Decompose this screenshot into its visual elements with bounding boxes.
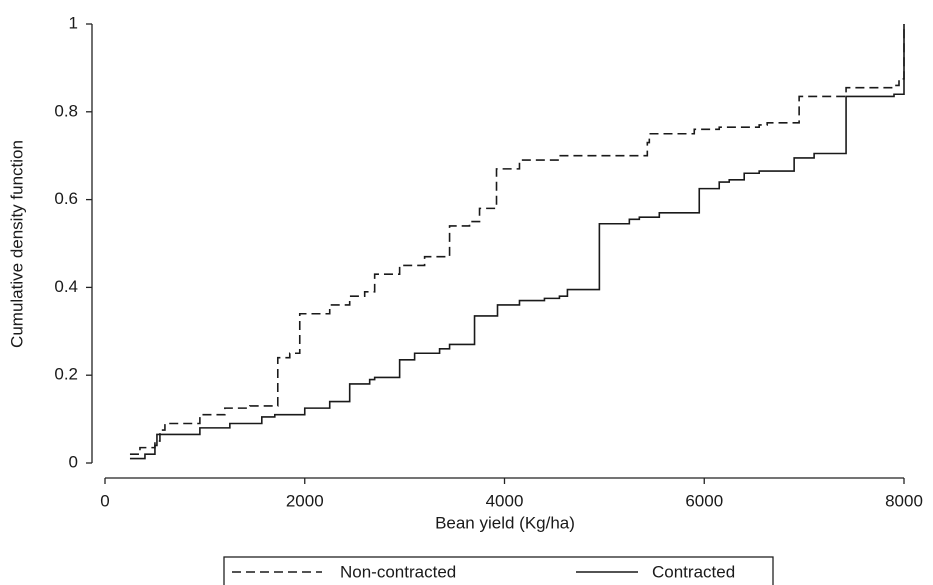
y-tick-label: 0.6 — [54, 189, 78, 208]
legend-label: Contracted — [652, 562, 735, 581]
y-tick-label: 0.4 — [54, 277, 78, 296]
x-tick-label: 6000 — [685, 491, 723, 510]
y-tick-label: 0 — [69, 452, 78, 471]
x-tick-label: 2000 — [286, 491, 324, 510]
x-tick-label: 0 — [100, 491, 109, 510]
legend-label: Non-contracted — [340, 562, 456, 581]
y-tick-label: 1 — [69, 13, 78, 32]
y-tick-label: 0.8 — [54, 101, 78, 120]
cdf-line — [129, 24, 905, 460]
y-tick-label: 0.2 — [54, 365, 78, 384]
y-axis-title: Cumulative density function — [7, 140, 26, 348]
x-axis-title: Bean yield (Kg/ha) — [435, 513, 575, 532]
x-tick-label: 4000 — [486, 491, 524, 510]
legend-box — [223, 556, 774, 585]
cdf-line — [129, 24, 905, 456]
x-tick-label: 8000 — [885, 491, 923, 510]
